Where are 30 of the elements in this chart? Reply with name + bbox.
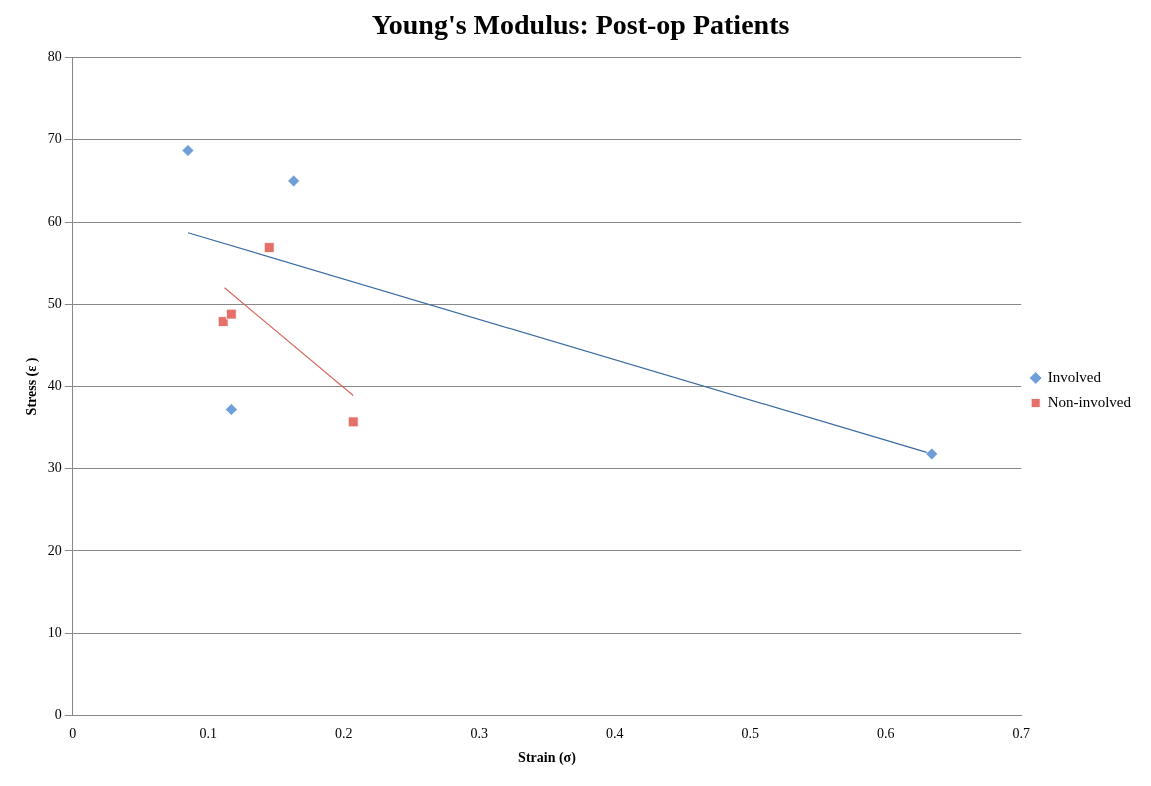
y-tick-label: 10 [47, 624, 62, 640]
x-axis-title: Strain (σ) [518, 750, 577, 767]
point [347, 416, 359, 428]
x-tick-label: 0.2 [335, 726, 353, 742]
x-tick-label: 0.4 [605, 726, 624, 742]
legend-label: Involved [1047, 368, 1102, 385]
y-tick-label: 80 [47, 49, 62, 65]
point [925, 447, 939, 461]
y-tick-label: 40 [47, 378, 62, 394]
point [217, 316, 229, 327]
y-tick-label: 50 [47, 295, 62, 311]
x-tick-label: 0.3 [470, 726, 488, 742]
legend-label: Non-involved [1047, 393, 1132, 410]
x-tick-label: 0.7 [1012, 726, 1030, 742]
point [225, 308, 237, 320]
x-tick-label: 0.1 [199, 726, 218, 742]
point [287, 174, 301, 188]
y-axis-title: Stress (ε ) [24, 357, 41, 416]
x-tick-label: 0 [69, 726, 77, 742]
chart-title: Young's Modulus: Post-op Patients [371, 9, 790, 41]
point [263, 242, 275, 253]
x-tick-label: 0.5 [741, 726, 759, 742]
y-tick-label: 0 [54, 707, 62, 723]
y-tick-label: 30 [47, 460, 62, 476]
point [224, 403, 238, 416]
y-tick-label: 60 [47, 213, 62, 229]
y-tick-label: 70 [47, 131, 62, 147]
x-tick-label: 0.6 [876, 726, 895, 742]
point [181, 144, 195, 157]
y-tick-label: 20 [47, 542, 62, 558]
